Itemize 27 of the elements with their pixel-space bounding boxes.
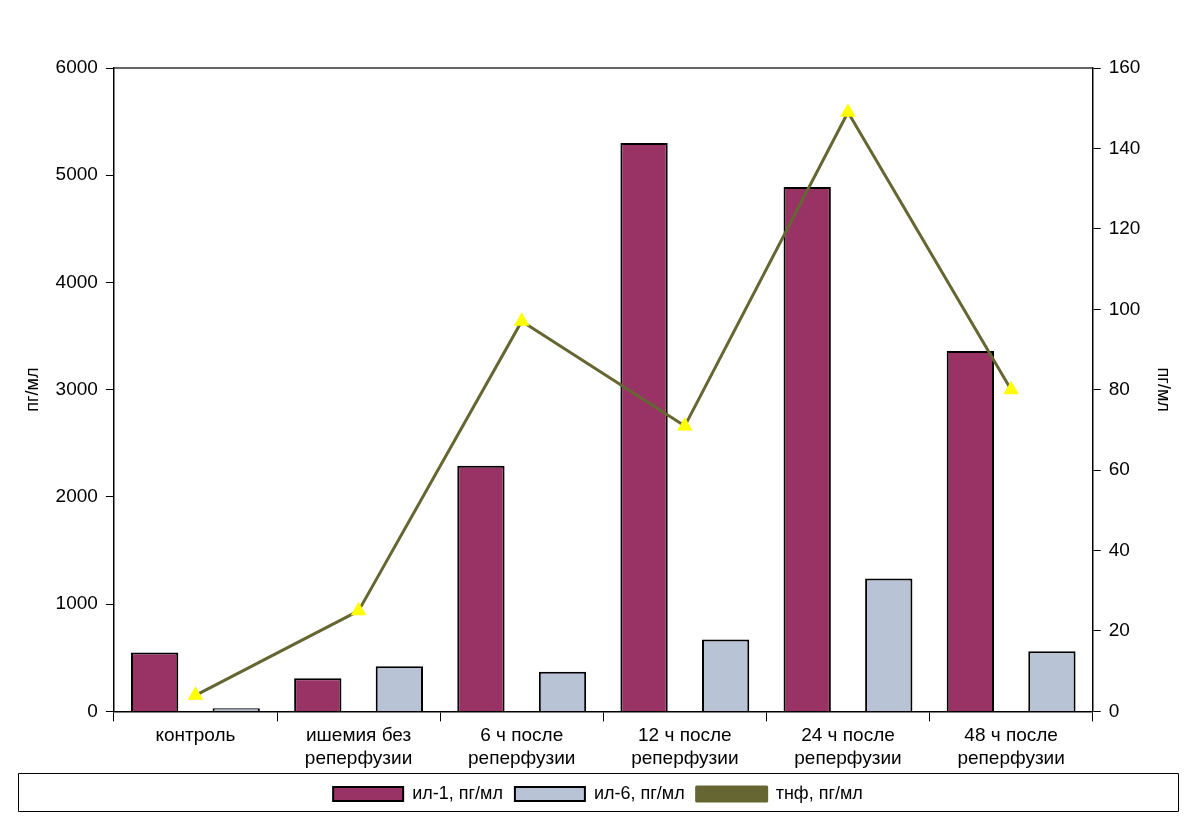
y2-tick-label: 40 [1108,538,1130,560]
y-tick-label: 2000 [55,485,98,507]
y2-tick-label: 80 [1108,377,1130,399]
y2-tick-label: 20 [1108,619,1130,641]
y2-tick-label: 120 [1108,217,1141,239]
y-tick-label: 5000 [55,163,98,185]
x-tick-label: 24 ч после реперфузии [794,724,902,768]
legend-label: ил-6, пг/мл [593,782,685,803]
y2-tick-label: 100 [1108,297,1141,319]
y-tick-label: 6000 [55,56,98,78]
y2-tick-label: 140 [1108,136,1141,158]
y2-tick-label: 160 [1108,56,1141,78]
legend-label: тнф, пг/мл [775,782,863,803]
x-tick-label: 48 ч после реперфузии [957,724,1065,768]
y-tick-label: 1000 [55,592,98,614]
legend-label: ил-1, пг/мл [412,782,503,803]
y2-tick-label: 60 [1108,458,1130,480]
y-tick-label: 4000 [55,270,98,292]
y-tick-label: 0 [87,699,98,721]
x-tick-label: 12 ч после реперфузии [631,724,739,768]
x-tick-label: контроль [155,724,236,746]
y2-tick-label: 0 [1108,699,1120,721]
y-axis-title: пг/мл [21,367,42,412]
y2-axis-title: пг/мл [1154,367,1175,412]
x-tick-label: 6 ч после реперфузии [468,724,576,768]
x-tick-label: ишемия без реперфузии [304,724,413,768]
y-tick-label: 3000 [55,377,98,399]
